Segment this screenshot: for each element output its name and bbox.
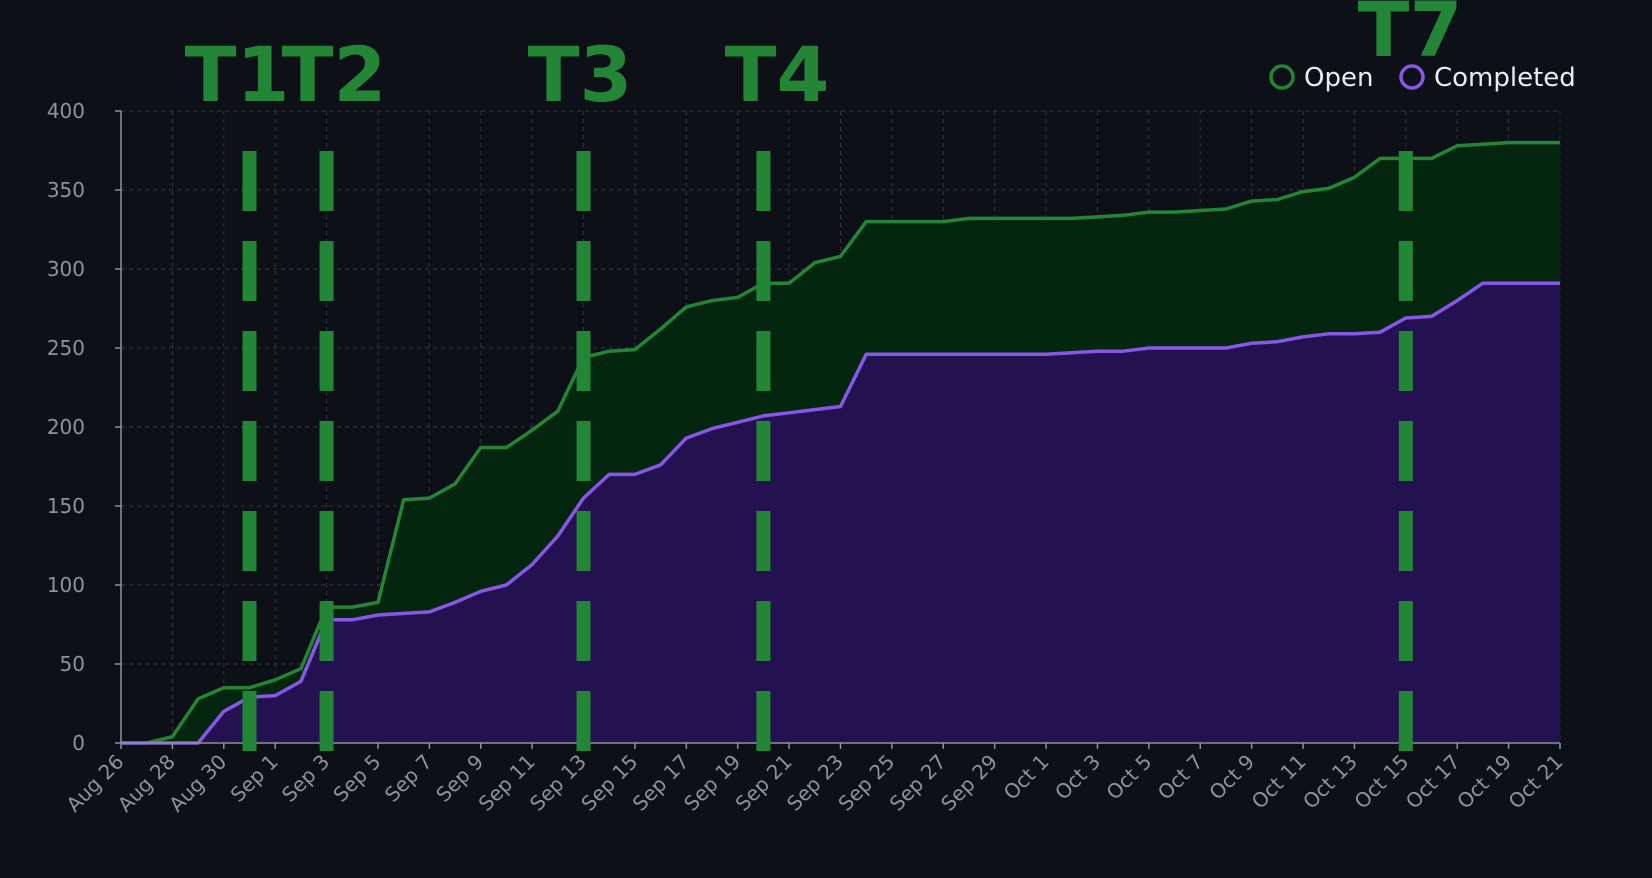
x-tick-label: Oct 3	[1050, 750, 1105, 805]
x-tick-label: Sep 25	[833, 750, 899, 816]
x-tick-label: Oct 15	[1349, 750, 1413, 814]
x-tick-label: Sep 11	[474, 750, 540, 816]
x-tick-label: Oct 1	[999, 750, 1054, 805]
y-tick-label: 50	[60, 652, 85, 676]
marker-label-t3: T3	[528, 30, 633, 119]
x-tick-label: Sep 3	[277, 750, 334, 807]
series-line-open	[121, 140, 1560, 745]
line-layer	[121, 140, 1560, 745]
x-tick-label: Sep 19	[679, 750, 745, 816]
marker-label-t2: T2	[282, 30, 387, 119]
x-tick-label: Sep 1	[226, 750, 283, 807]
y-tick-label: 150	[47, 494, 85, 518]
x-tick-label: Oct 13	[1298, 750, 1362, 814]
x-tick-label: Oct 7	[1153, 750, 1208, 805]
x-tick-label: Aug 30	[164, 750, 231, 817]
x-tick-label: Sep 21	[731, 750, 797, 816]
x-tick-label: Sep 27	[885, 750, 951, 816]
x-tick-label: Sep 23	[782, 750, 848, 816]
x-tick-label: Oct 11	[1247, 750, 1311, 814]
x-tick-label: Sep 5	[328, 750, 385, 807]
series-area-completed	[121, 283, 1560, 743]
y-tick-label: 0	[72, 731, 85, 755]
y-tick-label: 100	[47, 573, 85, 597]
y-tick-label: 400	[47, 99, 85, 123]
y-tick-label: 200	[47, 415, 85, 439]
legend-label-completed: Completed	[1434, 63, 1576, 93]
x-tick-label: Sep 15	[576, 750, 642, 816]
marker-label-t1: T1	[185, 30, 290, 119]
x-tick-label: Oct 5	[1101, 750, 1156, 805]
legend-label-open: Open	[1304, 63, 1373, 93]
x-tick-label: Sep 13	[525, 750, 591, 816]
x-tick-label: Oct 21	[1504, 750, 1568, 814]
marker-label-t4: T4	[725, 30, 830, 119]
x-tick-label: Sep 29	[936, 750, 1002, 816]
x-tick-label: Oct 19	[1452, 750, 1516, 814]
x-tick-label: Oct 17	[1401, 750, 1465, 814]
legend: Open Completed	[1269, 63, 1576, 93]
y-tick-label: 250	[47, 336, 85, 360]
series-line-completed	[121, 281, 1560, 745]
x-tick-label: Sep 17	[628, 750, 694, 816]
x-tick-label: Sep 7	[380, 750, 437, 807]
legend-swatch-open	[1269, 64, 1295, 90]
y-tick-label: 300	[47, 257, 85, 281]
legend-swatch-completed	[1399, 64, 1425, 90]
y-tick-label: 350	[47, 178, 85, 202]
marker-label-t7: T7	[1358, 0, 1463, 74]
